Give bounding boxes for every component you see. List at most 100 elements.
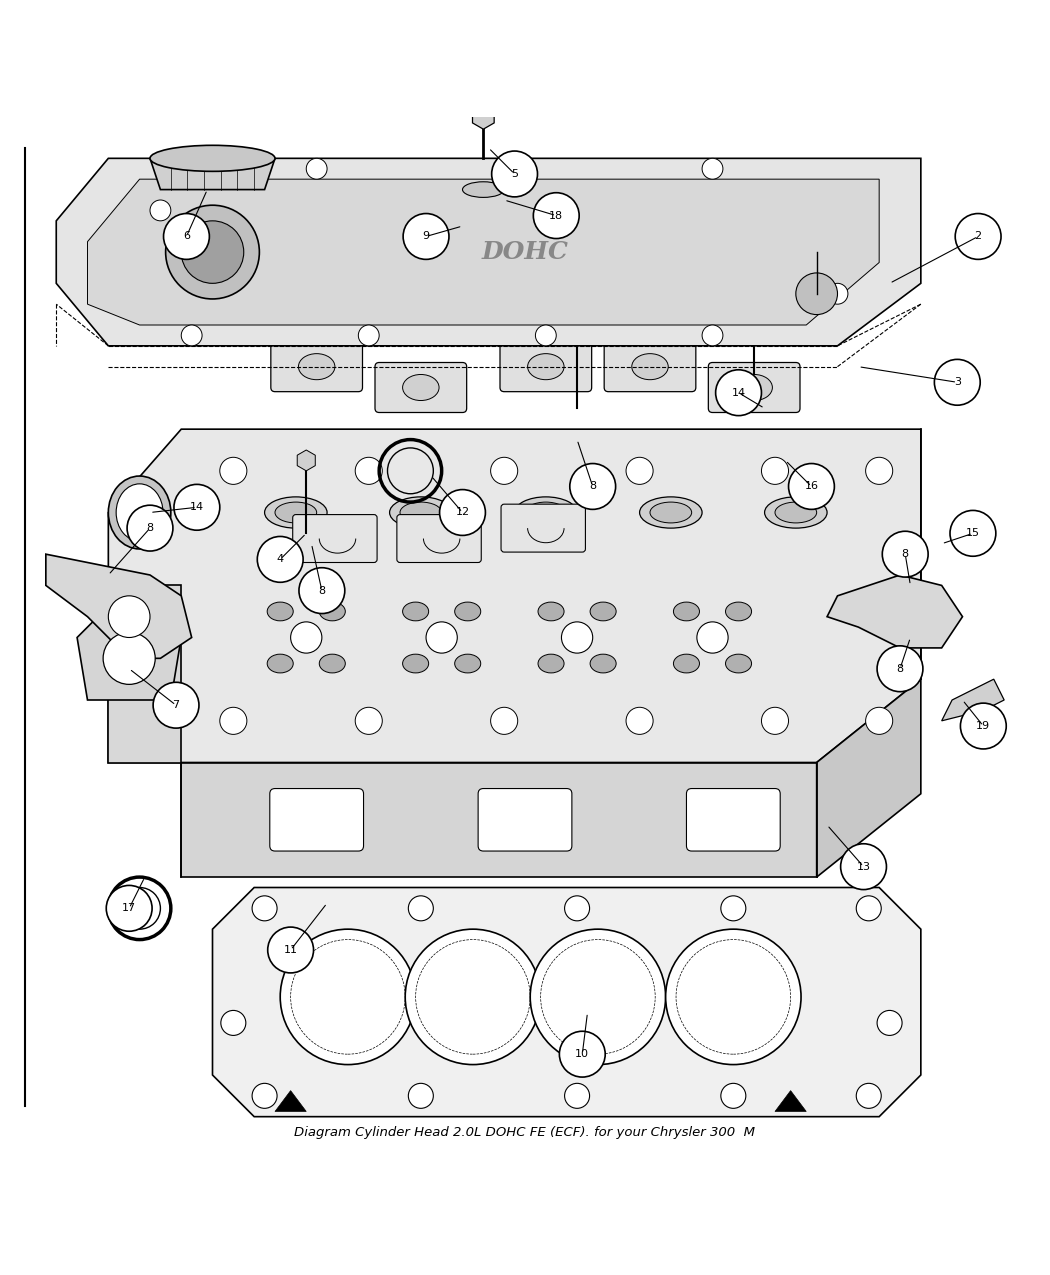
Ellipse shape xyxy=(736,375,773,400)
Circle shape xyxy=(490,458,518,484)
Polygon shape xyxy=(942,680,1004,720)
Polygon shape xyxy=(87,180,879,325)
Circle shape xyxy=(702,325,722,346)
Text: 14: 14 xyxy=(190,502,204,513)
Polygon shape xyxy=(275,1090,307,1112)
Ellipse shape xyxy=(462,182,504,198)
Circle shape xyxy=(697,622,728,653)
Circle shape xyxy=(252,1084,277,1108)
Polygon shape xyxy=(212,887,921,1117)
Circle shape xyxy=(856,1084,881,1108)
Circle shape xyxy=(865,708,892,734)
Ellipse shape xyxy=(590,654,616,673)
FancyBboxPatch shape xyxy=(270,788,363,850)
Ellipse shape xyxy=(764,497,827,528)
Polygon shape xyxy=(150,158,275,190)
Circle shape xyxy=(150,200,171,221)
Polygon shape xyxy=(297,450,315,470)
Text: 16: 16 xyxy=(804,482,818,491)
Text: Diagram Cylinder Head 2.0L DOHC FE (ECF). for your Chrysler 300  M: Diagram Cylinder Head 2.0L DOHC FE (ECF)… xyxy=(294,1126,756,1139)
Circle shape xyxy=(536,325,556,346)
Circle shape xyxy=(514,158,536,180)
Circle shape xyxy=(761,708,789,734)
Circle shape xyxy=(106,885,152,931)
FancyBboxPatch shape xyxy=(500,342,591,391)
Text: 8: 8 xyxy=(146,523,153,533)
Ellipse shape xyxy=(319,654,345,673)
Polygon shape xyxy=(108,585,182,762)
FancyBboxPatch shape xyxy=(375,362,466,413)
FancyBboxPatch shape xyxy=(397,515,481,562)
Circle shape xyxy=(796,273,838,315)
Ellipse shape xyxy=(402,375,439,400)
FancyBboxPatch shape xyxy=(478,788,572,850)
Ellipse shape xyxy=(650,502,692,523)
Ellipse shape xyxy=(538,654,564,673)
Circle shape xyxy=(950,510,995,556)
Circle shape xyxy=(153,682,198,728)
Ellipse shape xyxy=(639,497,702,528)
Ellipse shape xyxy=(514,497,578,528)
Ellipse shape xyxy=(527,353,564,380)
Circle shape xyxy=(721,896,745,921)
Circle shape xyxy=(716,370,761,416)
Text: 2: 2 xyxy=(974,232,982,241)
Circle shape xyxy=(358,325,379,346)
Ellipse shape xyxy=(275,502,317,523)
Circle shape xyxy=(961,703,1006,748)
Circle shape xyxy=(280,929,416,1065)
Ellipse shape xyxy=(673,654,699,673)
Circle shape xyxy=(865,458,892,484)
Ellipse shape xyxy=(726,654,752,673)
Text: 19: 19 xyxy=(976,722,990,731)
Circle shape xyxy=(307,158,328,180)
Text: 14: 14 xyxy=(732,388,745,398)
Circle shape xyxy=(182,325,202,346)
Circle shape xyxy=(426,622,458,653)
Circle shape xyxy=(219,708,247,734)
FancyBboxPatch shape xyxy=(604,342,696,391)
Circle shape xyxy=(530,929,666,1065)
FancyBboxPatch shape xyxy=(293,515,377,562)
Polygon shape xyxy=(775,1090,806,1112)
Polygon shape xyxy=(827,575,963,648)
Text: 8: 8 xyxy=(902,550,908,560)
Circle shape xyxy=(174,484,219,530)
Ellipse shape xyxy=(402,654,428,673)
Ellipse shape xyxy=(538,602,564,621)
Circle shape xyxy=(789,464,835,510)
Circle shape xyxy=(103,632,155,685)
Ellipse shape xyxy=(265,497,328,528)
Polygon shape xyxy=(77,606,182,700)
Circle shape xyxy=(934,360,981,405)
Text: 17: 17 xyxy=(122,903,136,913)
Polygon shape xyxy=(817,680,921,877)
Text: 8: 8 xyxy=(589,482,596,491)
Circle shape xyxy=(355,708,382,734)
Ellipse shape xyxy=(150,145,275,171)
Circle shape xyxy=(182,221,244,283)
FancyBboxPatch shape xyxy=(709,362,800,413)
Ellipse shape xyxy=(775,502,817,523)
Circle shape xyxy=(565,1084,590,1108)
FancyBboxPatch shape xyxy=(501,504,586,552)
Circle shape xyxy=(565,896,590,921)
Circle shape xyxy=(291,622,322,653)
Text: 7: 7 xyxy=(172,700,180,710)
Circle shape xyxy=(626,708,653,734)
Ellipse shape xyxy=(267,654,293,673)
Ellipse shape xyxy=(455,654,481,673)
Circle shape xyxy=(108,595,150,638)
Polygon shape xyxy=(182,762,817,877)
Ellipse shape xyxy=(108,476,171,550)
Circle shape xyxy=(408,896,434,921)
Ellipse shape xyxy=(673,602,699,621)
Ellipse shape xyxy=(390,497,453,528)
Circle shape xyxy=(856,896,881,921)
FancyBboxPatch shape xyxy=(687,788,780,850)
Circle shape xyxy=(533,193,580,238)
Text: 5: 5 xyxy=(511,170,518,179)
Text: 4: 4 xyxy=(276,555,284,565)
Text: 18: 18 xyxy=(549,210,563,221)
Polygon shape xyxy=(568,325,586,346)
